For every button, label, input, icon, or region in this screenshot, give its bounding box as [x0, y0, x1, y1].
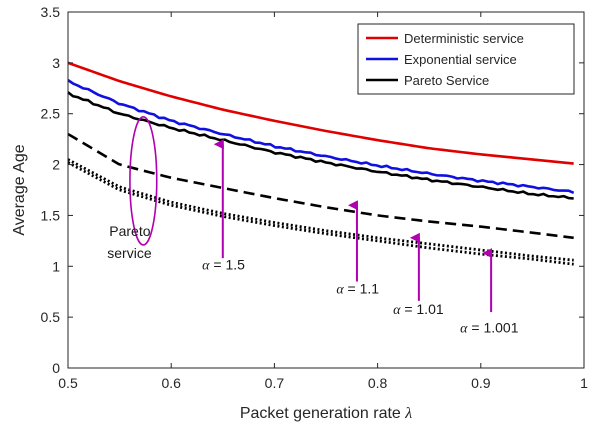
x-tick-label: 0.5 [58, 375, 78, 391]
legend-label-3: Pareto Service [404, 73, 489, 88]
series-line-4 [67, 132, 574, 240]
legend-label-1: Deterministic service [404, 31, 524, 46]
annotation-label-1: α = 1.5 [202, 256, 245, 273]
x-tick-label: 0.6 [161, 375, 181, 391]
y-tick-label: 1 [52, 258, 60, 274]
y-tick-label: 3.5 [41, 4, 61, 20]
y-tick-label: 0 [52, 360, 60, 376]
y-tick-label: 2.5 [41, 106, 61, 122]
x-tick-label: 1 [580, 375, 588, 391]
annotations-group: Pareto service α = 1.5 α = 1.1 α = 1.01 α = 1… [107, 115, 519, 336]
x-tick-label: 0.7 [265, 375, 285, 391]
y-axis-title: Average Age [11, 144, 28, 235]
x-tick-label: 0.9 [471, 375, 491, 391]
pareto-ellipse [129, 115, 158, 246]
series-group [67, 61, 575, 266]
legend: Deterministic service Exponential service… [357, 23, 575, 95]
x-axis-title-symbol: λ [404, 405, 412, 422]
axes-frame [67, 11, 585, 369]
x-axis-title-text: Packet generation rate [240, 405, 405, 422]
annotation-label-4: α = 1.001 [460, 319, 519, 336]
annotation-label-2: α = 1.1 [336, 281, 379, 298]
series-line-2 [67, 79, 575, 195]
y-tick-label: 3 [52, 55, 60, 71]
y-tick-label: 0.5 [41, 309, 61, 325]
series-line-1 [67, 61, 574, 165]
annotation-label-3: α = 1.01 [393, 301, 444, 318]
annotation-label-0: Pareto service [107, 223, 152, 261]
x-axis-title: Packet generation rate λ [240, 405, 412, 422]
y-tick-label: 2 [52, 157, 60, 173]
x-tick-label: 0.8 [368, 375, 388, 391]
series-line-3 [67, 91, 574, 200]
y-tick-label: 1.5 [41, 207, 61, 223]
legend-label-2: Exponential service [404, 52, 517, 67]
